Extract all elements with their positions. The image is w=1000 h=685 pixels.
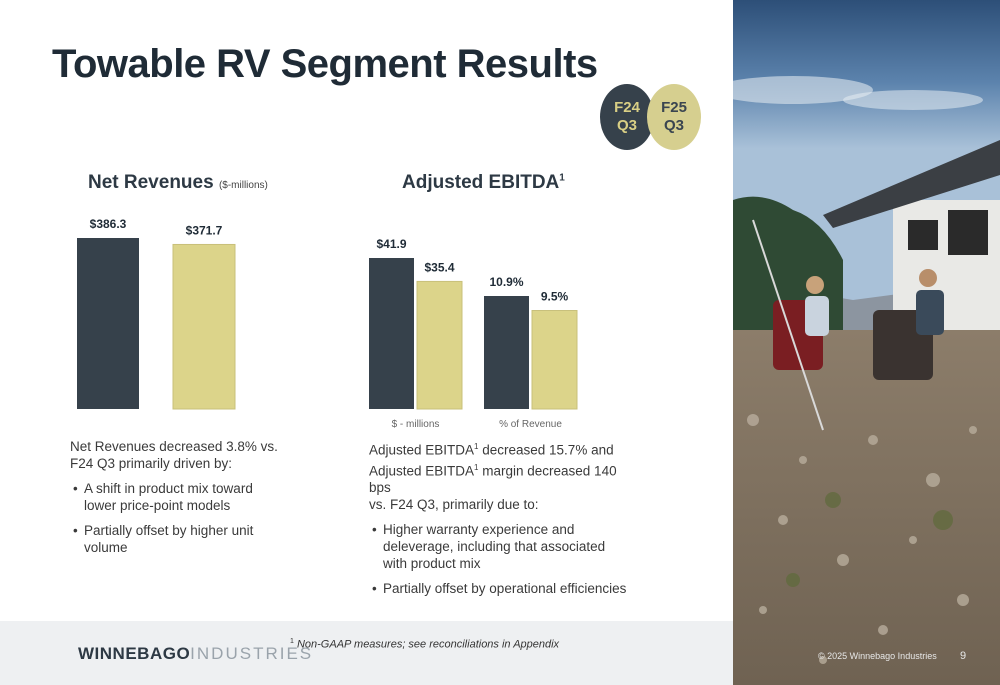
category-label: % of Revenue — [499, 419, 562, 430]
footer-band — [0, 621, 733, 685]
ebitda-body-sup1: 1 — [474, 442, 479, 451]
bar-f24-q3 — [369, 258, 414, 409]
page-number: 9 — [960, 650, 967, 662]
ebitda-body: Adjusted EBITDA1 decreased 15.7% and Adj… — [369, 438, 631, 513]
net-revenues-bullets: A shift in product mix toward lower pric… — [70, 480, 280, 556]
data-label: 9.5% — [541, 290, 569, 304]
data-label: $35.4 — [424, 260, 454, 274]
footnote-text: Non-GAAP measures; see reconciliations i… — [296, 638, 560, 651]
bar-f24-q3 — [77, 238, 139, 409]
data-label: $41.9 — [376, 237, 406, 251]
ebitda-bullets: Higher warranty experience and deleverag… — [369, 521, 631, 597]
ebitda-title-text: Adjusted EBITDA — [402, 172, 560, 193]
data-label: $371.7 — [186, 223, 223, 237]
logo-thin: INDUSTRIES — [190, 644, 314, 663]
legend-f24-line2: Q3 — [616, 117, 637, 134]
bar-f24-q3 — [484, 296, 529, 409]
logo-bold: WINNEBAGO — [78, 644, 191, 663]
net-revenues-title-text: Net Revenues — [88, 172, 214, 193]
ebitda-body-l2b: margin decreased 140 bps — [369, 463, 617, 495]
ebitda-commentary: Adjusted EBITDA1 decreased 15.7% and Adj… — [369, 438, 631, 605]
net-revenues-body: Net Revenues decreased 3.8% vs. F24 Q3 p… — [70, 439, 278, 471]
ebitda-body-l2a: Adjusted EBITDA — [369, 463, 475, 478]
page-title: Towable RV Segment Results — [52, 42, 598, 86]
list-item: Higher warranty experience and deleverag… — [369, 521, 631, 572]
bar-f25-q3 — [416, 280, 463, 410]
ebitda-title: Adjusted EBITDA1 — [402, 172, 565, 194]
legend-f25-line1: F25 — [661, 99, 687, 116]
bar-f25-q3 — [531, 310, 578, 410]
ebitda-body-l1a: Adjusted EBITDA — [369, 442, 475, 458]
legend-f24-q3: F24 Q3 — [600, 84, 654, 150]
data-label: 10.9% — [489, 275, 523, 289]
net-revenues-commentary: Net Revenues decreased 3.8% vs. F24 Q3 p… — [70, 438, 280, 564]
legend-f24-line1: F24 — [614, 99, 640, 116]
data-label: $386.3 — [90, 217, 127, 231]
category-label: $ - millions — [392, 419, 440, 430]
copyright: © 2025 Winnebago Industries — [818, 651, 937, 661]
bar-f25-q3 — [172, 243, 236, 410]
ebitda-body-l3: vs. F24 Q3, primarily due to: — [369, 497, 539, 512]
legend-f25-q3: F25 Q3 — [647, 84, 701, 150]
net-revenues-unit: ($-millions) — [218, 180, 268, 191]
ebitda-body-sup2: 1 — [474, 462, 479, 472]
list-item: A shift in product mix toward lower pric… — [70, 480, 280, 514]
list-item: Partially offset by operational efficien… — [369, 580, 631, 597]
rv-camping-photo — [733, 0, 1000, 685]
footnote: 1 Non-GAAP measures; see reconciliations… — [290, 638, 559, 651]
ebitda-body-l1b: decreased 15.7% and — [478, 442, 614, 458]
charts-canvas: $386.3 $371.7 $41.9 $35.4 $ - millions 10.9%… — [77, 217, 578, 430]
net-revenues-chart: $386.3 $371.7 — [77, 217, 236, 410]
ebitda-title-sup: 1 — [559, 172, 565, 184]
ebitda-chart: $41.9 $35.4 $ - millions 10.9% 9.5% % of Reve… — [369, 237, 578, 430]
footnote-sup: 1 — [290, 638, 294, 645]
list-item: Partially offset by higher unit volume — [70, 522, 280, 556]
legend-f25-line2: Q3 — [663, 117, 684, 134]
winnebago-logo: WINNEBAGOINDUSTRIES — [78, 644, 313, 664]
net-revenues-title: Net Revenues ($-millions) — [88, 172, 268, 194]
